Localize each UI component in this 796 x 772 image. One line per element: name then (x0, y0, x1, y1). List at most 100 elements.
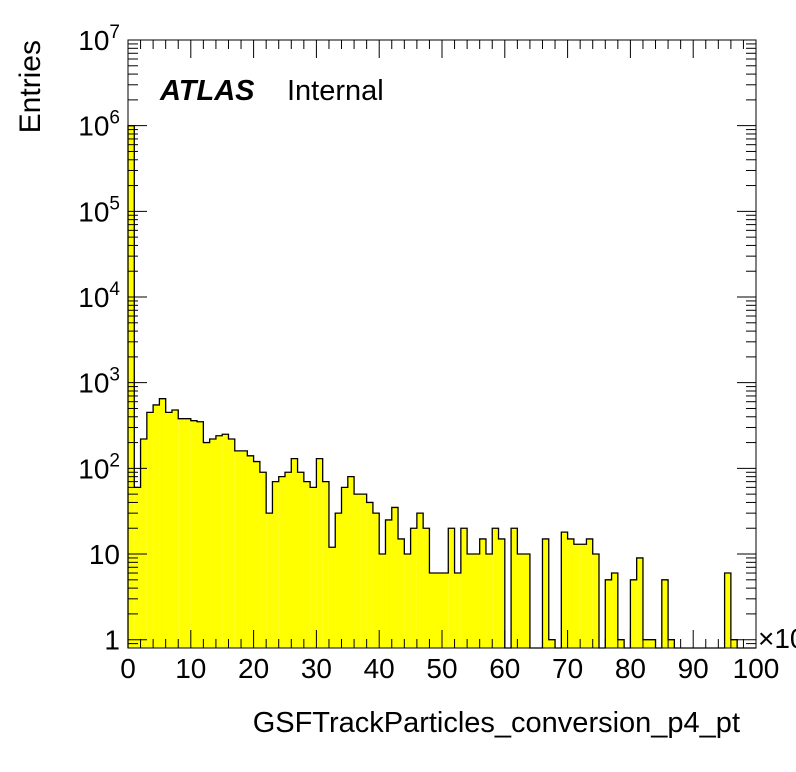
histogram-bar (209, 439, 216, 648)
histogram-bar (197, 421, 204, 648)
histogram-bar (203, 442, 210, 648)
x-tick-label: 30 (301, 653, 332, 684)
histogram-bar (379, 554, 386, 648)
histogram-bar (548, 639, 556, 648)
histogram-bar (354, 494, 361, 648)
histogram-bar (416, 513, 424, 648)
histogram-bar (592, 554, 599, 648)
y-axis-title: Entries (14, 40, 47, 133)
histogram-bar (391, 507, 399, 648)
x-tick-label: 10 (175, 653, 206, 684)
y-tick-label: 106 (78, 108, 120, 142)
x-axis-multiplier: ×10 (758, 623, 796, 654)
histogram-bar (511, 528, 518, 648)
histogram-bar (498, 538, 505, 648)
histogram-bar (573, 544, 581, 648)
internal-label: Internal (287, 75, 384, 107)
histogram-bar (630, 579, 637, 648)
histogram-bar (460, 528, 468, 648)
x-tick-label: 0 (120, 653, 136, 684)
histogram-bar (190, 420, 198, 648)
histogram-bar (259, 472, 267, 648)
histogram-bar (165, 412, 172, 648)
histogram-bar (372, 513, 380, 648)
y-tick-label: 103 (78, 365, 120, 399)
histogram-bar (517, 554, 524, 648)
histogram-bar (561, 532, 568, 648)
histogram-bar (215, 435, 223, 648)
histogram-bar (661, 579, 669, 648)
x-tick-label: 80 (615, 653, 646, 684)
histogram-bar (140, 439, 147, 648)
histogram-bar (479, 538, 486, 648)
atlas-label: ATLAS (159, 75, 255, 107)
histogram-bar (285, 472, 292, 648)
histogram-bar (241, 450, 248, 648)
x-tick-label: 90 (678, 653, 709, 684)
histogram-bar (473, 554, 480, 648)
histogram-bar (724, 573, 731, 648)
histogram-bar (366, 502, 373, 648)
y-tick-label: 105 (78, 193, 120, 227)
histogram-bar (398, 538, 405, 648)
x-tick-label: 100 (733, 653, 780, 684)
histogram-bar (649, 639, 656, 648)
histogram-bar (153, 404, 160, 648)
histogram-bar (435, 573, 442, 648)
histogram-bar (234, 450, 242, 648)
histogram-bar (347, 476, 355, 648)
histogram-bar (567, 538, 574, 648)
histogram-bar (247, 455, 254, 648)
histogram-bar (335, 513, 342, 648)
histogram-bar (184, 418, 191, 648)
histogram-bar (303, 481, 311, 648)
histogram-bar (266, 513, 273, 648)
histogram-bar (485, 554, 493, 648)
histogram-bar (297, 472, 304, 648)
x-tick-label: 60 (489, 653, 520, 684)
x-tick-label: 20 (238, 653, 269, 684)
x-tick-label: 50 (426, 653, 457, 684)
y-tick-label: 104 (78, 279, 120, 313)
histogram-bar (146, 412, 154, 648)
x-tick-label: 40 (364, 653, 395, 684)
x-tick-label: 70 (552, 653, 583, 684)
histogram-bar (442, 573, 449, 648)
histogram-bar (322, 481, 329, 648)
histogram-bar (341, 487, 348, 648)
histogram-bars (127, 125, 756, 649)
histogram-bar (291, 458, 298, 648)
histogram-bar (278, 476, 285, 648)
histogram-bar (492, 528, 499, 648)
histogram-bar (228, 439, 235, 648)
y-tick-label: 107 (78, 22, 120, 56)
histogram-bar (310, 487, 317, 648)
histogram-bar (385, 519, 392, 648)
y-tick-label: 10 (89, 539, 120, 570)
histogram-bar (429, 573, 436, 648)
histogram-bar (222, 434, 229, 648)
y-tick-label: 1 (104, 625, 120, 656)
axis-ticks (127, 39, 757, 649)
histogram-bar (611, 573, 618, 648)
plot-frame (127, 39, 757, 649)
histogram-bar (171, 409, 179, 648)
histogram-bar (272, 481, 279, 648)
tick-labels: 0 10 20 30 40 50 60 70 80 90 100110102103104105106… (78, 22, 779, 684)
histogram-bar (668, 639, 675, 648)
histogram-bar (316, 458, 323, 648)
histogram-bar (423, 528, 430, 648)
histogram-bar (580, 544, 587, 648)
histogram-bar (542, 538, 549, 648)
histogram-bar (586, 538, 593, 648)
histogram-bar (360, 494, 367, 648)
histogram-bar (523, 554, 530, 648)
histogram-bar (404, 554, 411, 648)
histogram-bar (410, 528, 417, 648)
x-axis-title: GSFTrackParticles_conversion_p4_pt (253, 707, 740, 739)
histogram-bar (159, 398, 166, 648)
y-tick-label: 102 (78, 450, 120, 484)
histogram-bar (454, 573, 461, 648)
histogram-bar (605, 579, 612, 648)
